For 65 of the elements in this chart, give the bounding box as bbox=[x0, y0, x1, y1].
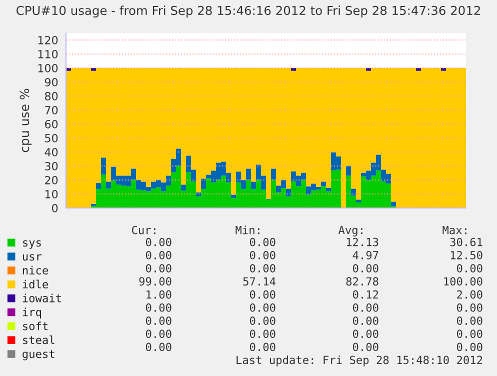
y-tick-label: 90 bbox=[44, 78, 58, 86]
y-tick-label: 30 bbox=[45, 162, 58, 170]
text: 57.14 bbox=[243, 277, 276, 286]
text: 0.00 bbox=[146, 330, 172, 338]
text: 99.00 bbox=[139, 277, 172, 286]
text: Last update: Fri Sep 28 15:48:10 2012 bbox=[236, 356, 482, 366]
text: 0.00 bbox=[146, 238, 172, 246]
text: 0.12 bbox=[352, 290, 378, 299]
legend-label: nice bbox=[22, 266, 48, 275]
text: 82.78 bbox=[346, 277, 378, 286]
text: 0.00 bbox=[352, 342, 378, 352]
text: 0.00 bbox=[352, 303, 378, 312]
legend-label: steal bbox=[23, 335, 54, 344]
y-tick-label: 0 bbox=[52, 204, 58, 212]
text: 0.00 bbox=[456, 330, 482, 338]
text: 0.00 bbox=[352, 330, 378, 338]
text: Cur: bbox=[132, 226, 156, 234]
text: 0.00 bbox=[146, 250, 172, 260]
text: 0.00 bbox=[146, 303, 172, 312]
text: 0.00 bbox=[250, 264, 276, 272]
text: 0.00 bbox=[456, 342, 482, 352]
legend-label: irq bbox=[22, 308, 41, 318]
y-tick-label: 80 bbox=[44, 92, 58, 100]
y-tick-label: 20 bbox=[45, 176, 58, 184]
text: 0.00 bbox=[352, 264, 378, 272]
text: 0.00 bbox=[146, 316, 172, 325]
legend-label: guest bbox=[22, 350, 54, 360]
text: 0.00 bbox=[146, 342, 172, 352]
text: 0.00 bbox=[456, 303, 482, 312]
y-tick-label: 10 bbox=[45, 190, 58, 198]
text: 0.00 bbox=[250, 316, 276, 325]
text: Avg: bbox=[338, 226, 362, 236]
text: 30.61 bbox=[450, 238, 482, 246]
y-tick-label: 120 bbox=[38, 36, 58, 44]
y-tick-label: 60 bbox=[45, 120, 58, 128]
text: 100.00 bbox=[444, 277, 482, 286]
legend-label: idle bbox=[22, 280, 48, 288]
y-tick-label: 70 bbox=[45, 106, 58, 114]
text: 0.00 bbox=[250, 342, 276, 352]
text: 0.00 bbox=[456, 264, 482, 272]
text: 12.50 bbox=[450, 250, 482, 260]
legend-label: soft bbox=[23, 322, 48, 330]
y-tick-label: 100 bbox=[38, 64, 58, 72]
text: 0.00 bbox=[250, 238, 276, 246]
legend-label: usr bbox=[22, 254, 42, 261]
text: 0.00 bbox=[250, 250, 276, 260]
text: 1.00 bbox=[146, 290, 172, 299]
legend-label: sys bbox=[23, 240, 41, 249]
text: 0.00 bbox=[456, 316, 482, 325]
text: 4.97 bbox=[352, 250, 378, 260]
chart-title: CPU#10 usage - from Fri Sep 28 15:46:16 2012 to Fri Sep 28 15:47:36 2012 bbox=[16, 6, 480, 18]
y-tick-label: 110 bbox=[38, 50, 58, 58]
text: 0.00 bbox=[250, 290, 276, 299]
text: 0.00 bbox=[352, 316, 378, 325]
y-tick-label: 50 bbox=[45, 134, 58, 142]
legend-label: iowait bbox=[22, 294, 61, 302]
text: Min: bbox=[236, 226, 260, 234]
y-axis-title: cpu use % bbox=[20, 88, 32, 152]
text: 12.13 bbox=[346, 238, 378, 246]
text: Max: bbox=[442, 226, 466, 234]
y-tick-label: 40 bbox=[44, 148, 58, 156]
text: 0.00 bbox=[146, 264, 172, 272]
text: 0.00 bbox=[250, 303, 276, 312]
text: 0.00 bbox=[250, 330, 276, 338]
text: 2.00 bbox=[457, 290, 482, 299]
